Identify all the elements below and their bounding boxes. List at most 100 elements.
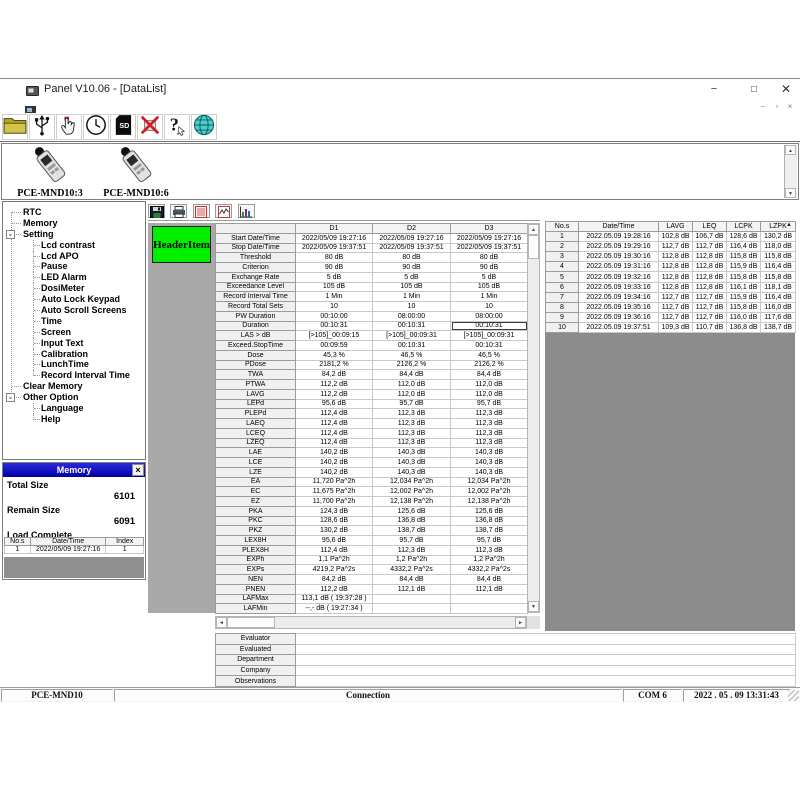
table-cell[interactable]: 112,4 dB — [295, 418, 373, 429]
table-cell[interactable] — [450, 603, 528, 614]
close-button[interactable]: ✕ — [780, 82, 792, 96]
table-cell[interactable]: 112,2 dB — [295, 379, 373, 390]
table-cell[interactable]: 1,2 Pa^2h — [372, 554, 451, 566]
tree-item[interactable]: LunchTime — [3, 359, 145, 371]
table-cell[interactable]: 112,1 dB — [372, 583, 451, 595]
data-table-vertical-scrollbar[interactable]: ▲ ▼ — [527, 223, 540, 613]
tree-item[interactable]: Record Interval Time — [3, 370, 145, 381]
clock-sync-button[interactable] — [83, 114, 109, 140]
table-cell[interactable]: 95,7 dB — [450, 535, 528, 546]
table-cell[interactable]: 46,5 % — [372, 349, 451, 361]
table-cell[interactable]: 112,4 dB — [295, 544, 373, 556]
table-cell[interactable]: 12,002 Pa^2h — [372, 486, 451, 497]
curve-button[interactable] — [215, 204, 233, 218]
usb-connect-button[interactable] — [29, 114, 55, 140]
table-cell[interactable]: 130,2 dB — [295, 525, 373, 536]
tree-item[interactable]: Auto Lock Keypad — [3, 294, 145, 305]
table-cell[interactable]: 112,3 dB — [450, 418, 528, 429]
table-cell[interactable]: 128,6 dB — [295, 515, 373, 527]
summary-row[interactable]: 3 2022.05.09 19:30:16 112,8 dB 112,8 dB 115,… — [545, 251, 796, 263]
table-cell[interactable]: 5 dB — [295, 271, 373, 283]
table-cell[interactable]: 140,2 dB — [295, 466, 373, 478]
tree-item[interactable]: Lcd APO — [3, 250, 145, 262]
scroll-up-icon[interactable]: ▲ — [528, 224, 539, 235]
table-cell[interactable]: 45,3 % — [295, 349, 373, 361]
summary-row[interactable]: 6 2022.05.09 19:33:16 112,8 dB 112,8 dB 116,… — [545, 281, 796, 293]
table-cell[interactable]: 12,034 Pa^2h — [450, 476, 528, 488]
maximize-button[interactable]: □ — [750, 84, 758, 95]
table-cell[interactable]: 12,138 Pa^2h — [450, 496, 528, 507]
table-cell[interactable]: 4332,2 Pa^2s — [372, 564, 451, 575]
table-cell[interactable]: 4332,2 Pa^2s — [450, 564, 528, 575]
data-table-horizontal-scrollbar[interactable]: ◄ ► — [215, 616, 527, 629]
table-cell[interactable]: 1,2 Pa^2h — [450, 554, 528, 566]
device-pce-mnd10-6[interactable]: PCE-MND10:6 — [94, 145, 178, 199]
table-cell[interactable]: 08:00:00 — [450, 310, 528, 322]
table-cell[interactable]: 4219,2 Pa^2s — [295, 564, 373, 575]
table-cell[interactable]: 140,2 dB — [295, 457, 373, 468]
tree-item[interactable]: Screen — [3, 326, 145, 338]
tree-item[interactable]: Memory — [3, 218, 145, 229]
table-cell[interactable]: 105 dB — [450, 281, 528, 293]
table-cell[interactable]: [>105]_00:09:31 — [372, 330, 451, 341]
table-cell[interactable]: 00:10:31 — [450, 320, 528, 332]
table-cell[interactable]: 84,4 dB — [450, 369, 528, 380]
table-cell[interactable]: 1 Min — [295, 291, 373, 302]
device-panel-scrollbar[interactable]: ▲ ▼ — [784, 145, 797, 198]
table-cell[interactable]: 2126,2 % — [450, 359, 528, 371]
sd-card-button[interactable]: SD — [110, 114, 136, 140]
memory-close-icon[interactable]: × — [132, 464, 144, 476]
open-file-button[interactable] — [2, 114, 28, 140]
table-cell[interactable]: 140,3 dB — [450, 466, 528, 478]
table-cell[interactable]: 136,8 dB — [450, 515, 528, 527]
summary-row[interactable]: 10 2022.05.09 19:37:51 109,3 dB 110,7 dB 136… — [545, 321, 796, 334]
mdi-restore-button[interactable]: ▫ — [775, 102, 779, 111]
table-cell[interactable]: 2022/05/09 19:27:16 — [295, 232, 373, 244]
form-value[interactable] — [295, 654, 796, 666]
mdi-minimize-button[interactable]: – — [760, 102, 766, 111]
table-cell[interactable]: 80 dB — [450, 252, 528, 263]
table-cell[interactable] — [372, 603, 451, 614]
table-cell[interactable]: 112,3 dB — [372, 427, 451, 439]
table-cell[interactable]: 112,3 dB — [450, 427, 528, 439]
collapse-icon[interactable]: - — [6, 393, 15, 403]
summary-row[interactable]: 1 2022.05.09 19:28:16 102,8 dB 106,7 dB 128,… — [545, 231, 796, 243]
table-cell[interactable]: 84,4 dB — [372, 574, 451, 585]
collapse-icon[interactable]: - — [6, 229, 15, 239]
tree-item[interactable]: LED Alarm — [3, 272, 145, 284]
memory-table-row[interactable]: 1 2022/05/09 19:27:16 1 — [4, 545, 144, 554]
table-cell[interactable] — [450, 593, 528, 605]
table-cell[interactable]: 112,0 dB — [450, 379, 528, 390]
tree-item[interactable]: Input Text — [3, 337, 145, 349]
table-cell[interactable]: 105 dB — [372, 281, 451, 293]
table-cell[interactable]: 112,4 dB — [295, 427, 373, 439]
table-cell[interactable]: 112,3 dB — [372, 437, 451, 449]
table-cell[interactable]: 80 dB — [372, 252, 451, 263]
table-cell[interactable]: 2022/05/09 19:37:51 — [295, 242, 373, 254]
table-cell[interactable] — [372, 593, 451, 605]
export-button[interactable] — [192, 204, 210, 218]
table-cell[interactable]: 00:10:31 — [372, 320, 451, 332]
table-cell[interactable]: 84,2 dB — [295, 574, 373, 585]
table-cell[interactable]: 2126,2 % — [372, 359, 451, 371]
scroll-left-icon[interactable]: ◄ — [216, 617, 227, 628]
tree-item[interactable]: Auto Scroll Screens — [3, 305, 145, 316]
minimize-button[interactable]: − — [710, 83, 718, 95]
table-cell[interactable]: 138,7 dB — [450, 525, 528, 536]
table-cell[interactable]: 84,4 dB — [450, 574, 528, 585]
tree-item[interactable]: - Setting — [3, 229, 145, 240]
table-cell[interactable]: 95,7 dB — [372, 535, 451, 546]
table-cell[interactable]: 2181,2 % — [295, 359, 373, 371]
scroll-down-icon[interactable]: ▼ — [785, 188, 796, 198]
summary-row[interactable]: 5 2022.05.09 19:32:16 112,8 dB 112,8 dB 115,… — [545, 271, 796, 283]
form-value[interactable] — [295, 675, 796, 687]
table-cell[interactable]: 112,3 dB — [372, 418, 451, 429]
language-button[interactable] — [191, 114, 217, 140]
table-cell[interactable]: 80 dB — [295, 252, 373, 263]
table-cell[interactable]: 112,1 dB — [450, 583, 528, 595]
table-cell[interactable]: 10 — [372, 301, 451, 312]
form-value[interactable] — [295, 664, 796, 677]
form-value[interactable] — [295, 643, 796, 656]
table-cell[interactable]: 136,8 dB — [372, 515, 451, 527]
table-cell[interactable]: 90 dB — [295, 262, 373, 273]
